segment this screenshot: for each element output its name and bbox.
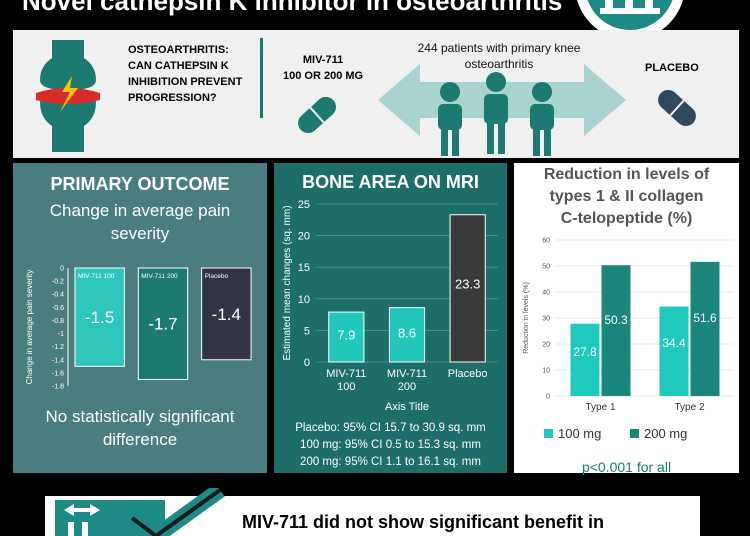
collagen-y-tick-label: 60	[542, 238, 550, 245]
pain-y-tick-label: 0	[60, 266, 64, 273]
bone-area-notes: Placebo: 95% CI 15.7 to 30.9 sq. mm 100 …	[295, 422, 486, 468]
primary-outcome-subtitle: Change in average pain severity	[49, 201, 231, 243]
pain-y-tick-label: -0.6	[52, 305, 64, 312]
collagen-y-tick-label: 0	[546, 394, 550, 401]
pain-y-tick-label: -0.2	[52, 279, 64, 286]
collagen-bar	[690, 261, 720, 396]
pain-bar-category-label: MIV-711 100	[78, 273, 115, 280]
pain-y-tick-label: -1	[58, 331, 64, 338]
pain-y-tick-label: -0.8	[52, 318, 64, 325]
pain-bar	[137, 267, 189, 380]
collagen-y-tick-label: 40	[542, 290, 550, 297]
collagen-x-tick-label: Type 1	[585, 402, 615, 413]
collagen-bar-value-label: 50.3	[604, 313, 628, 327]
intro-divider	[260, 38, 263, 118]
bone-x-tick-label: 100	[337, 381, 355, 393]
bone-bar	[388, 307, 426, 363]
collagen-legend-label: 100 mg	[558, 426, 601, 441]
bone-bar-value-label: 23.3	[455, 276, 480, 291]
bone-bar	[449, 214, 486, 363]
collagen-bar-value-label: 51.6	[693, 311, 717, 325]
collagen-y-tick-label: 20	[542, 342, 550, 349]
collagen-bar	[570, 323, 600, 396]
collagen-y-tick-label: 50	[542, 264, 550, 271]
bone-y-tick-label: 20	[298, 231, 310, 243]
bone-x-tick-label: MIV-711	[387, 368, 427, 380]
bone-y-axis-title: Estimated mean changes (sq. mm)	[282, 205, 293, 360]
collagen-bar-value-label: 34.4	[662, 336, 686, 350]
primary-outcome-title: PRIMARY OUTCOME	[50, 174, 230, 194]
pain-bar-value-label: -1.4	[212, 305, 241, 324]
pain-bar-value-label: -1.7	[148, 315, 177, 334]
pain-y-tick-label: -1.6	[52, 370, 64, 377]
collagen-title: Reduction in levels of types 1 & II coll…	[543, 166, 710, 227]
placebo-label: PLACEBO	[645, 62, 699, 74]
patients-text: 244 patients with primary knee osteoarth…	[417, 41, 581, 71]
bone-y-tick-label: 10	[298, 294, 310, 306]
intro-panel	[13, 30, 739, 158]
bone-bar	[328, 311, 365, 363]
page-title: Novel cathepsin K inhibitor in osteoarth…	[22, 0, 563, 16]
intro-question: OSTEOARTHRITIS: CAN CATHEPSIN K INHIBITI…	[128, 44, 243, 104]
bone-area-title: BONE AREA ON MRI	[302, 172, 479, 192]
bone-area-chart: 0 5 10 15 20 25 Estimated mean changes (sq. mm…	[282, 199, 498, 413]
collagen-bar-value-label: 27.8	[573, 345, 597, 359]
collagen-legend-swatch	[630, 429, 639, 438]
drug-pill-icon	[298, 96, 336, 134]
bone-y-tick-label: 25	[298, 199, 310, 211]
collagen-y-axis-title: Reduction in levels (%)	[523, 282, 530, 354]
pain-y-tick-label: -1.8	[52, 384, 64, 391]
pain-severity-chart: 0 -0.2 -0.4 -0.6 -0.8 -1 -1.2 -1.4 -1.6 -1.8 Chang…	[25, 266, 252, 391]
placebo-pill-icon	[658, 89, 696, 127]
checkmark-icon	[64, 488, 225, 536]
drug-label: MIV-711 100 OR 200 MG	[283, 54, 364, 82]
bone-y-tick-label: 5	[304, 325, 310, 337]
collagen-x-tick-label: Type 2	[674, 402, 704, 413]
bone-x-tick-label: 200	[398, 381, 416, 393]
collagen-legend-label: 200 mg	[644, 426, 687, 441]
patients-group-icon	[438, 72, 554, 156]
collagen-pvalue: p<0.001 for all	[581, 459, 672, 475]
pain-y-tick-label: -0.4	[52, 292, 64, 299]
conclusion-text: MIV-711 did not show significant benefit…	[242, 512, 605, 532]
collagen-bar	[659, 306, 689, 396]
pain-bar-category-label: Placebo	[205, 273, 229, 280]
collagen-bar	[601, 265, 631, 396]
bone-y-tick-label: 15	[298, 262, 310, 274]
bone-x-tick-label: Placebo	[448, 368, 488, 380]
bone-x-axis-title: Axis Title	[385, 401, 429, 413]
bone-bar-value-label: 7.9	[337, 328, 355, 343]
pain-y-axis-title: Change in average pain severity	[25, 270, 34, 385]
bone-y-tick-label: 0	[304, 357, 310, 369]
collagen-chart: 0 10 20 30 40 50 60 Reduction in levels (%) 27.8…	[523, 238, 734, 441]
pain-y-tick-label: -1.4	[52, 357, 64, 364]
pain-bar	[201, 267, 252, 361]
collagen-y-tick-label: 30	[542, 316, 550, 323]
knee-joint-icon	[36, 40, 100, 152]
bone-bar-value-label: 8.6	[398, 326, 416, 341]
collagen-legend-swatch	[544, 429, 553, 438]
header-logo-icon	[577, 0, 683, 35]
pain-bar	[74, 267, 125, 367]
pain-bar-value-label: -1.5	[85, 308, 114, 327]
collagen-y-tick-label: 10	[542, 368, 550, 375]
primary-conclusion: No statistically significant difference	[45, 407, 235, 449]
pain-bar-category-label: MIV-711 200	[141, 273, 178, 280]
pain-y-tick-label: -1.2	[52, 344, 64, 351]
bone-x-tick-label: MIV-711	[326, 368, 366, 380]
